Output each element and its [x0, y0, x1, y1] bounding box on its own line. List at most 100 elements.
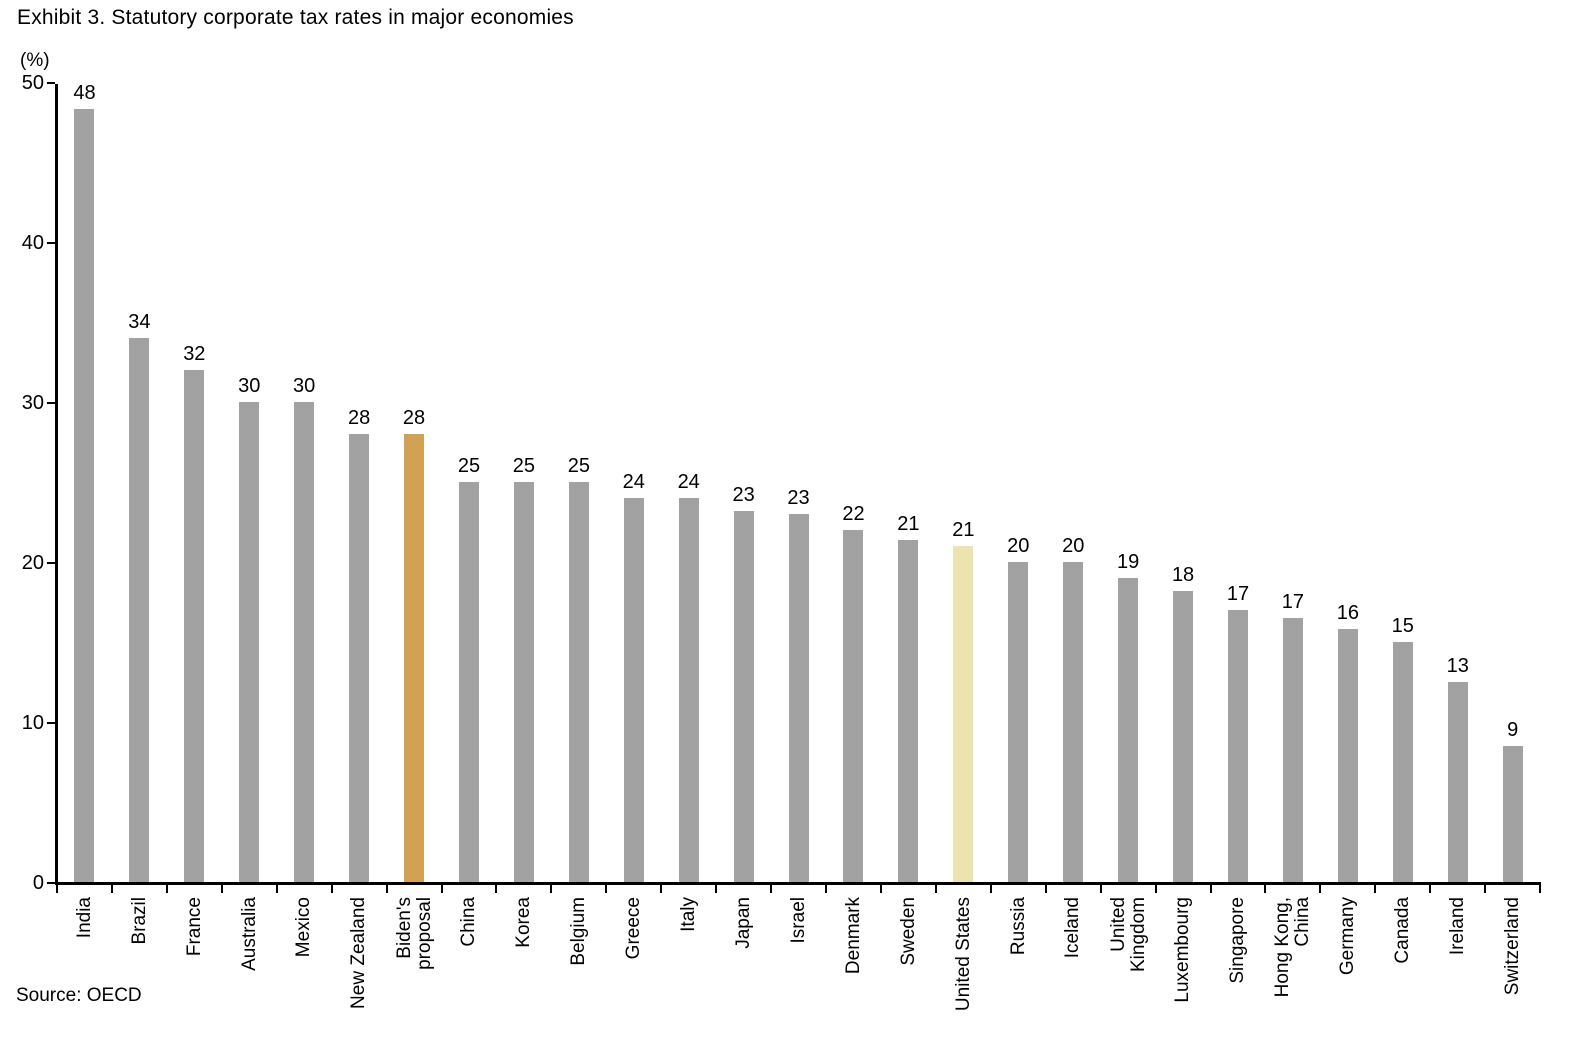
- bar-china: [458, 482, 479, 882]
- source-note: Source: OECD: [16, 985, 142, 1006]
- y-axis-tick-label: 40: [21, 232, 44, 254]
- x-axis-tick: [1264, 885, 1267, 893]
- bar-value-label: 20: [1062, 535, 1085, 557]
- x-axis-category-label-luxembourg: Luxembourg: [1172, 897, 1194, 1003]
- y-axis-tick: [47, 562, 55, 564]
- x-axis-tick: [989, 885, 992, 893]
- x-axis-tick: [715, 885, 718, 893]
- bar-value-label: 22: [842, 503, 865, 525]
- x-axis-line: [55, 882, 1541, 885]
- x-axis-category-label-brazil: Brazil: [128, 897, 150, 945]
- bar-sweden: [898, 539, 919, 882]
- x-axis-category-label-israel: Israel: [787, 897, 809, 944]
- x-axis-tick: [440, 885, 443, 893]
- bar-singapore: [1227, 610, 1248, 882]
- bar-brazil: [129, 338, 150, 882]
- bar-value-label: 21: [897, 512, 920, 535]
- bar-korea: [513, 482, 534, 882]
- bar-italy: [678, 498, 699, 882]
- x-axis-tick: [165, 885, 168, 893]
- bar-value-label: 16: [1336, 602, 1359, 625]
- x-axis-category-label-biden-s-proposal: Biden's proposal: [393, 897, 435, 970]
- bar-value-label: 30: [293, 375, 316, 397]
- x-axis-tick: [1154, 885, 1157, 893]
- bar-value-label: 25: [512, 455, 536, 477]
- x-axis-category-label-india: India: [73, 897, 95, 939]
- bar-value-label: 24: [622, 471, 645, 493]
- x-axis-tick: [275, 885, 278, 893]
- bar-luxembourg: [1173, 590, 1194, 882]
- y-axis-line: [55, 84, 58, 885]
- x-axis-tick: [605, 885, 608, 893]
- y-axis-tick-label: 50: [21, 72, 44, 94]
- bar-value-label: 34: [128, 311, 151, 333]
- x-axis-category-label-ireland: Ireland: [1446, 897, 1468, 956]
- x-axis-category-label-china: China: [458, 897, 480, 947]
- x-axis-category-label-denmark: Denmark: [842, 897, 864, 975]
- x-axis-category-label-mexico: Mexico: [293, 897, 315, 958]
- bar-value-label: 21: [952, 519, 975, 541]
- x-axis-tick: [934, 885, 937, 893]
- y-axis-tick-label: 20: [21, 552, 44, 574]
- x-axis-category-label-germany: Germany: [1337, 897, 1359, 976]
- bar-value-label: 9: [1507, 719, 1519, 741]
- bar-mexico: [294, 402, 315, 882]
- x-axis-tick: [1099, 885, 1102, 893]
- x-axis-category-label-sweden: Sweden: [897, 897, 919, 966]
- bar-switzerland: [1502, 746, 1523, 882]
- bar-germany: [1337, 629, 1358, 882]
- bar-value-label: 28: [347, 407, 371, 429]
- x-axis-category-label-canada: Canada: [1392, 897, 1414, 964]
- bar-value-label: 48: [73, 82, 96, 105]
- bar-japan: [733, 510, 754, 882]
- x-axis-tick: [1429, 885, 1432, 893]
- x-axis-category-label-hong-kong-china: Hong Kong, China: [1272, 897, 1313, 998]
- bar-value-label: 17: [1281, 591, 1305, 613]
- bar-value-label: 20: [1007, 535, 1030, 557]
- y-axis-unit-label: (%): [20, 50, 50, 71]
- y-axis-tick-label: 10: [21, 712, 44, 734]
- x-axis-tick: [1484, 885, 1487, 893]
- bar-ireland: [1447, 682, 1468, 882]
- x-axis-category-label-belgium: Belgium: [568, 897, 590, 966]
- bar-israel: [788, 514, 809, 882]
- y-axis-tick: [47, 402, 55, 404]
- bar-value-label: 23: [732, 483, 755, 506]
- bar-value-label: 25: [567, 455, 590, 477]
- y-axis-tick: [47, 242, 55, 244]
- x-axis-category-label-united-states: United States: [952, 897, 974, 1012]
- y-axis-tick-label: 30: [21, 392, 44, 414]
- x-axis-tick: [330, 885, 333, 893]
- x-axis-category-label-korea: Korea: [513, 897, 535, 948]
- bar-biden-s-proposal: [404, 434, 425, 882]
- bar-greece: [623, 498, 644, 882]
- x-axis-category-label-iceland: Iceland: [1062, 897, 1084, 959]
- x-axis-tick: [770, 885, 773, 893]
- bar-denmark: [843, 530, 864, 882]
- bar-united-kingdom: [1118, 578, 1139, 882]
- bar-value-label: 15: [1391, 615, 1414, 637]
- x-axis-tick: [1319, 885, 1322, 893]
- bar-value-label: 17: [1226, 583, 1250, 605]
- x-axis-tick: [56, 885, 58, 893]
- bar-value-label: 24: [677, 471, 700, 493]
- bar-new-zealand: [349, 434, 370, 882]
- x-axis-tick: [1209, 885, 1212, 893]
- bar-value-label: 28: [402, 407, 426, 429]
- bar-india: [74, 109, 95, 882]
- bar-value-label: 19: [1117, 551, 1140, 573]
- bar-france: [184, 370, 205, 882]
- x-axis-category-label-greece: Greece: [623, 897, 644, 960]
- x-axis-category-label-france: France: [183, 897, 205, 957]
- x-axis-tick: [110, 885, 113, 893]
- y-axis-tick: [47, 722, 55, 724]
- bar-belgium: [568, 482, 589, 882]
- x-axis-category-label-italy: Italy: [677, 897, 699, 932]
- x-axis-category-label-singapore: Singapore: [1227, 897, 1249, 984]
- bar-hong-kong-china: [1282, 618, 1303, 882]
- x-axis-category-label-switzerland: Switzerland: [1501, 897, 1523, 996]
- x-axis-tick: [385, 885, 388, 893]
- y-axis-tick: [47, 82, 55, 84]
- x-axis-tick: [220, 885, 223, 893]
- x-axis-category-label-australia: Australia: [238, 897, 260, 971]
